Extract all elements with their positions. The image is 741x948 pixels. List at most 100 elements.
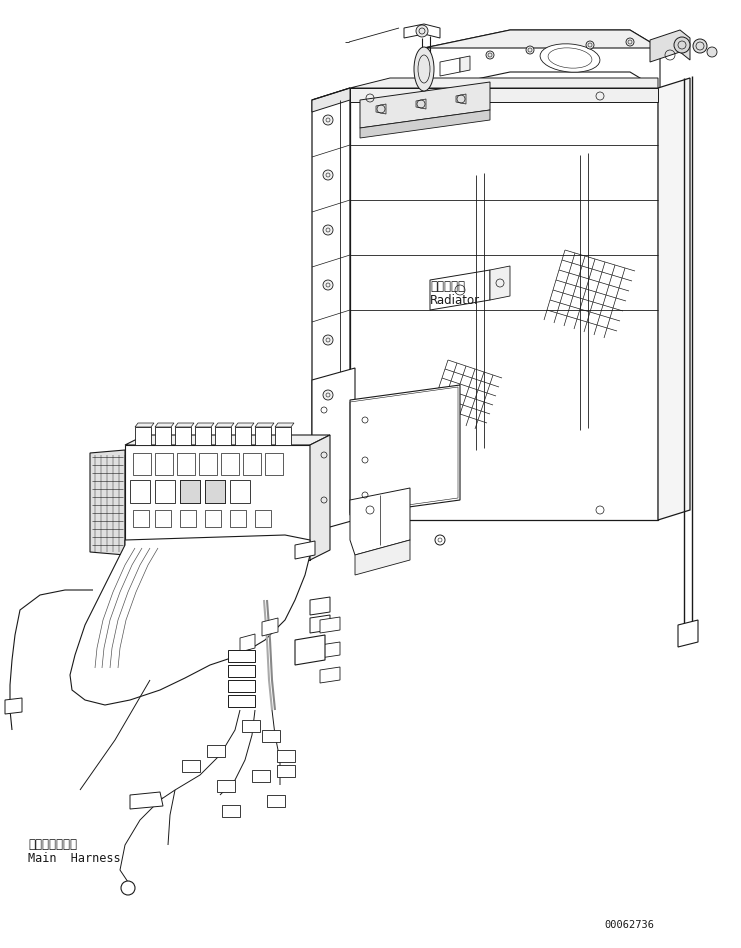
Polygon shape xyxy=(255,427,271,445)
Circle shape xyxy=(323,170,333,180)
Polygon shape xyxy=(255,510,271,527)
Circle shape xyxy=(416,25,428,37)
Polygon shape xyxy=(155,423,174,427)
Circle shape xyxy=(707,47,717,57)
Polygon shape xyxy=(228,695,255,707)
Text: Main  Harness: Main Harness xyxy=(28,852,121,865)
Polygon shape xyxy=(416,99,426,109)
Polygon shape xyxy=(350,488,410,555)
Circle shape xyxy=(526,46,534,54)
Polygon shape xyxy=(155,453,173,475)
Polygon shape xyxy=(130,480,150,503)
Polygon shape xyxy=(650,30,690,62)
Polygon shape xyxy=(135,423,154,427)
Polygon shape xyxy=(265,453,283,475)
Polygon shape xyxy=(133,510,149,527)
Polygon shape xyxy=(275,427,291,445)
Polygon shape xyxy=(228,650,255,662)
Text: ラジエータ: ラジエータ xyxy=(430,280,465,293)
Polygon shape xyxy=(205,480,225,503)
Circle shape xyxy=(121,881,135,895)
Polygon shape xyxy=(205,510,221,527)
Polygon shape xyxy=(228,680,255,692)
Circle shape xyxy=(674,37,690,53)
Polygon shape xyxy=(295,541,315,559)
Polygon shape xyxy=(155,510,171,527)
Polygon shape xyxy=(267,795,285,807)
Polygon shape xyxy=(658,78,690,520)
Polygon shape xyxy=(230,510,246,527)
Polygon shape xyxy=(678,620,698,647)
Polygon shape xyxy=(195,423,214,427)
Polygon shape xyxy=(230,480,250,503)
Polygon shape xyxy=(252,770,270,782)
Circle shape xyxy=(486,51,494,59)
Polygon shape xyxy=(125,435,330,445)
Polygon shape xyxy=(360,82,490,128)
Polygon shape xyxy=(262,618,278,636)
Polygon shape xyxy=(222,805,240,817)
Polygon shape xyxy=(277,765,295,777)
Polygon shape xyxy=(235,423,254,427)
Polygon shape xyxy=(350,88,658,102)
Circle shape xyxy=(435,535,445,545)
Polygon shape xyxy=(320,667,340,683)
Polygon shape xyxy=(350,88,658,520)
Polygon shape xyxy=(456,94,466,104)
Circle shape xyxy=(586,41,594,49)
Polygon shape xyxy=(240,634,255,652)
Polygon shape xyxy=(205,480,225,503)
Polygon shape xyxy=(355,540,410,575)
Polygon shape xyxy=(440,58,460,76)
Polygon shape xyxy=(310,597,330,615)
Polygon shape xyxy=(295,635,325,665)
Polygon shape xyxy=(312,88,350,532)
Polygon shape xyxy=(350,78,658,88)
Polygon shape xyxy=(180,480,200,503)
Polygon shape xyxy=(430,270,490,310)
Polygon shape xyxy=(228,665,255,677)
Polygon shape xyxy=(262,730,280,742)
Ellipse shape xyxy=(414,47,434,91)
Polygon shape xyxy=(255,423,274,427)
Polygon shape xyxy=(133,453,151,475)
Polygon shape xyxy=(376,104,386,114)
Polygon shape xyxy=(360,110,490,138)
Polygon shape xyxy=(70,535,310,705)
Circle shape xyxy=(626,38,634,46)
Polygon shape xyxy=(243,453,261,475)
Circle shape xyxy=(323,115,333,125)
Polygon shape xyxy=(221,453,239,475)
Polygon shape xyxy=(217,780,235,792)
Polygon shape xyxy=(155,480,175,503)
Polygon shape xyxy=(177,453,195,475)
Polygon shape xyxy=(215,423,234,427)
Polygon shape xyxy=(312,88,350,112)
Circle shape xyxy=(323,335,333,345)
Polygon shape xyxy=(180,480,200,503)
Polygon shape xyxy=(416,108,436,124)
Polygon shape xyxy=(424,30,660,48)
Polygon shape xyxy=(90,450,125,555)
Polygon shape xyxy=(175,427,191,445)
Polygon shape xyxy=(312,368,355,532)
Polygon shape xyxy=(199,453,217,475)
Ellipse shape xyxy=(540,44,600,72)
Polygon shape xyxy=(242,720,260,732)
Polygon shape xyxy=(182,760,200,772)
Polygon shape xyxy=(125,445,310,560)
Polygon shape xyxy=(175,423,194,427)
Polygon shape xyxy=(130,792,163,809)
Polygon shape xyxy=(350,385,460,515)
Polygon shape xyxy=(310,615,330,633)
Polygon shape xyxy=(215,427,231,445)
Polygon shape xyxy=(235,427,251,445)
Polygon shape xyxy=(5,698,22,714)
Polygon shape xyxy=(460,56,470,72)
Polygon shape xyxy=(277,750,295,762)
Polygon shape xyxy=(404,24,440,38)
Polygon shape xyxy=(424,30,660,90)
Polygon shape xyxy=(195,427,211,445)
Polygon shape xyxy=(180,510,196,527)
Polygon shape xyxy=(275,423,294,427)
